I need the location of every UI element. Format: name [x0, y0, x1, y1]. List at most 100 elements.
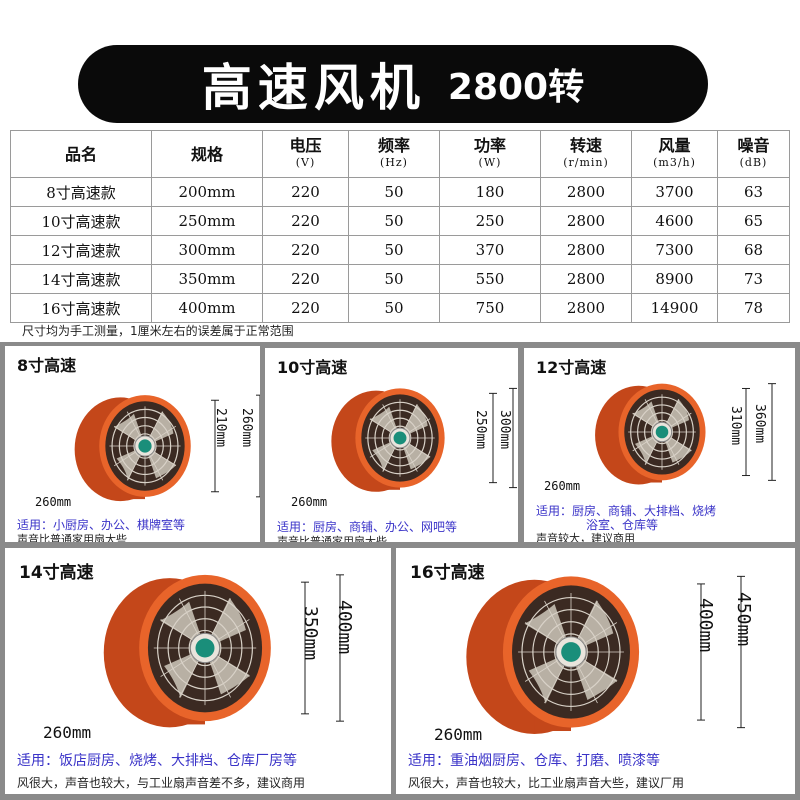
inner-diameter: 210mm	[213, 408, 228, 447]
card-title: 12寸高速	[536, 358, 607, 377]
table-cell: 14寸高速款	[10, 264, 152, 294]
fan-card-8: 260mm 210mm 260mm 8寸高速 适用：小厨房、办公、棋牌室等 声音…	[5, 346, 260, 542]
table-row: 16寸高速款 400mm 220 50 750 2800 14900 78	[10, 293, 790, 323]
table-cell: 68	[717, 235, 790, 265]
table-cell: 350mm	[151, 264, 263, 294]
table-cell: 50	[348, 177, 440, 207]
remark-text: 声音较大，建议商用	[536, 532, 635, 542]
fan-blade	[205, 597, 246, 648]
fan-illustration	[74, 394, 260, 502]
usage-text-continued: 浴室、仓库等	[586, 518, 659, 532]
table-cell: 220	[262, 177, 349, 207]
table-cell: 16寸高速款	[10, 293, 152, 323]
card-title: 10寸高速	[277, 358, 348, 377]
dimension-lines: 260mm 350mm 400mm	[43, 600, 355, 742]
table-cell: 73	[717, 264, 790, 294]
table-cell: 50	[348, 264, 440, 294]
fan-hub-label	[195, 638, 215, 658]
remark-text: 风很大，声音也较大，比工业扇声音大些，建议厂用	[408, 776, 685, 790]
table-cell: 250mm	[151, 206, 263, 236]
inner-diameter: 250mm	[473, 410, 488, 449]
remark-text: 声音比普通家用扇大些	[17, 533, 127, 542]
table-cell: 2800	[540, 235, 632, 265]
depth-dimension: 260mm	[434, 725, 482, 744]
col-header: 品名	[10, 130, 152, 178]
fan-illustration	[595, 383, 776, 485]
fan-hub-label	[655, 425, 669, 439]
inner-diameter: 350mm	[300, 606, 321, 660]
col-header: 频率 (Hz)	[348, 130, 440, 178]
fan-hub-label	[138, 439, 152, 453]
dimension-lines: 260mm 310mm 360mm	[544, 404, 767, 493]
table-cell: 50	[348, 293, 440, 323]
table-cell: 14900	[631, 293, 718, 323]
inner-diameter: 400mm	[695, 598, 716, 652]
fan-card-14: 260mm 350mm 400mm 14寸高速 适用：饭店厨房、烧烤、大排档、仓…	[5, 548, 391, 794]
table-cell: 220	[262, 235, 349, 265]
dimension-lines: 260mm 250mm 300mm	[291, 410, 512, 509]
table-cell: 63	[717, 177, 790, 207]
table-cell: 220	[262, 206, 349, 236]
measurement-note: 尺寸均为手工测量，1厘米左右的误差属于正常范围	[22, 324, 294, 338]
table-cell: 750	[439, 293, 541, 323]
table-cell: 4600	[631, 206, 718, 236]
table-header-row: 品名 规格 电压 (V) 频率 (Hz) 功率 (W) 转速 (r/min) 风量 (m3…	[10, 130, 790, 178]
table-row: 10寸高速款 250mm 220 50 250 2800 4600 65	[10, 206, 790, 236]
depth-dimension: 260mm	[43, 723, 91, 742]
depth-dimension: 260mm	[291, 495, 327, 509]
usage-text: 适用：重油烟厨房、仓库、打磨、喷漆等	[408, 753, 660, 769]
table-row: 8寸高速款 200mm 220 50 180 2800 3700 63	[10, 177, 790, 207]
outer-diameter: 300mm	[497, 410, 512, 449]
dimension-lines: 260mm 400mm 450mm	[434, 592, 754, 744]
dimension-lines: 260mm 210mm 260mm	[35, 408, 254, 509]
fan-card-12: 260mm 310mm 360mm 12寸高速 适用：厨房、商铺、大排档、烧烤 …	[524, 348, 795, 542]
usage-text: 适用：小厨房、办公、棋牌室等	[17, 518, 186, 532]
table-cell: 3700	[631, 177, 718, 207]
table-cell: 200mm	[151, 177, 263, 207]
fan-card-16: 260mm 400mm 450mm 16寸高速 适用：重油烟厨房、仓库、打磨、喷…	[396, 548, 795, 794]
table-cell: 8寸高速款	[10, 177, 152, 207]
remark-text: 声音比普通家用扇大些	[277, 535, 387, 542]
card-title: 14寸高速	[19, 563, 94, 583]
usage-text: 适用：厨房、商铺、大排档、烧烤	[536, 504, 717, 518]
table-cell: 220	[262, 293, 349, 323]
fan-illustration	[466, 575, 745, 735]
table-row: 14寸高速款 350mm 220 50 550 2800 8900 73	[10, 264, 790, 294]
depth-dimension: 260mm	[35, 495, 71, 509]
table-cell: 50	[348, 235, 440, 265]
outer-diameter: 450mm	[733, 592, 754, 646]
outer-diameter: 400mm	[334, 600, 355, 654]
fan-hub-label	[393, 431, 407, 445]
fan-card-10: 260mm 250mm 300mm 10寸高速 适用：厨房、商铺、办公、网吧等 …	[265, 348, 518, 542]
banner-speed: 2800转	[447, 67, 585, 108]
spec-table: 品名 规格 电压 (V) 频率 (Hz) 功率 (W) 转速 (r/min) 风量 (m3…	[10, 130, 790, 323]
fan-illustration	[103, 574, 344, 728]
outer-diameter: 260mm	[239, 408, 254, 447]
table-cell: 300mm	[151, 235, 263, 265]
table-cell: 400mm	[151, 293, 263, 323]
table-cell: 2800	[540, 206, 632, 236]
usage-text: 适用：厨房、商铺、办公、网吧等	[277, 520, 458, 534]
fan-blade	[164, 648, 205, 699]
table-cell: 2800	[540, 177, 632, 207]
table-cell: 8900	[631, 264, 718, 294]
col-header: 规格	[151, 130, 263, 178]
col-header: 电压 (V)	[262, 130, 349, 178]
table-cell: 10寸高速款	[10, 206, 152, 236]
banner-title: 高速风机	[201, 59, 426, 117]
inner-diameter: 310mm	[728, 406, 743, 445]
outer-diameter: 360mm	[752, 404, 767, 443]
depth-dimension: 260mm	[544, 479, 580, 493]
table-row: 12寸高速款 300mm 220 50 370 2800 7300 68	[10, 235, 790, 265]
fan-blade	[571, 600, 614, 652]
col-header: 噪音 (dB)	[717, 130, 790, 178]
fan-hub-label	[561, 642, 581, 662]
product-gallery: 260mm 210mm 260mm 8寸高速 适用：小厨房、办公、棋牌室等 声音…	[0, 342, 800, 800]
table-cell: 50	[348, 206, 440, 236]
card-title: 8寸高速	[17, 356, 77, 375]
table-cell: 550	[439, 264, 541, 294]
title-banner: 高速风机 2800转	[78, 45, 708, 123]
table-cell: 250	[439, 206, 541, 236]
fan-illustration	[331, 387, 517, 492]
table-cell: 78	[717, 293, 790, 323]
